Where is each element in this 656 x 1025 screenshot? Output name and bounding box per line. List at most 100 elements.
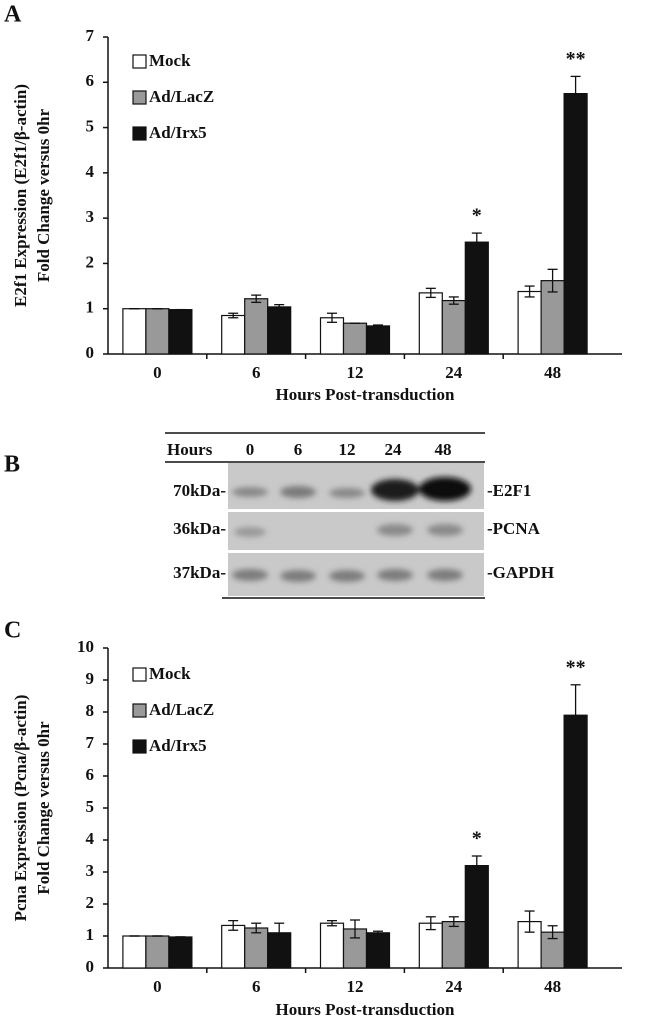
error-bar (425, 916, 436, 931)
legend-swatch (132, 739, 147, 754)
error-bar (448, 916, 459, 928)
lane-label: 48 (435, 440, 452, 459)
legend-swatch (132, 126, 147, 141)
panel-label: B (4, 452, 20, 478)
error-bar (448, 296, 459, 305)
legend-label: Mock (149, 51, 191, 70)
y-tick-label: 1 (86, 298, 95, 317)
panel-label: C (4, 618, 21, 644)
error-bar (251, 922, 262, 934)
blot-divider (228, 550, 484, 553)
legend-label: Ad/LacZ (149, 700, 214, 719)
error-bar (327, 312, 337, 323)
panel-label: A (4, 2, 22, 28)
legend-label: Ad/LacZ (149, 87, 214, 106)
blot-divider (228, 509, 484, 512)
error-bar (327, 919, 337, 927)
bar (168, 309, 193, 355)
bar (563, 714, 588, 969)
legend-swatch (132, 703, 147, 718)
bar (563, 93, 588, 355)
error-bar (471, 232, 482, 252)
legend-swatch (132, 667, 147, 682)
y-tick-label: 5 (86, 797, 95, 816)
y-tick-label: 6 (86, 765, 95, 784)
y-tick-label: 9 (86, 669, 95, 688)
error-bar (274, 303, 285, 310)
significance-mark: * (472, 828, 482, 850)
legend-swatch (132, 90, 147, 105)
lane-label: 24 (385, 440, 403, 459)
y-axis-title: E2f1 Expression (E2f1/β-actin) (11, 84, 30, 307)
bar (244, 298, 269, 355)
bar (365, 325, 391, 355)
bar (342, 322, 368, 355)
lane-label: 0 (246, 440, 255, 459)
y-tick-label: 6 (86, 71, 95, 90)
x-tick-label: 6 (252, 363, 261, 382)
bar (418, 292, 443, 355)
error-bar (350, 919, 360, 939)
bar (122, 935, 147, 969)
error-bar (547, 268, 558, 293)
bar (122, 308, 147, 355)
error-bar (425, 287, 436, 299)
lane-label: 6 (294, 440, 303, 459)
y-tick-label: 2 (86, 893, 95, 912)
bar (365, 932, 391, 969)
protein-label: -GAPDH (487, 563, 554, 582)
protein-label: -PCNA (487, 519, 541, 538)
x-tick-label: 12 (347, 363, 364, 382)
bar (145, 935, 170, 969)
y-tick-label: 7 (86, 26, 95, 45)
error-bar (524, 285, 535, 298)
x-tick-label: 24 (445, 363, 463, 382)
legend-label: Ad/Irx5 (149, 123, 207, 142)
bar (145, 308, 170, 355)
x-tick-label: 0 (153, 363, 162, 382)
error-bar (274, 922, 285, 944)
x-tick-label: 48 (544, 977, 561, 996)
bar (221, 924, 246, 969)
blot-header: Hours (167, 440, 213, 459)
y-tick-label: 3 (86, 861, 95, 880)
bar (267, 306, 292, 355)
size-label: 37kDa- (173, 563, 226, 582)
legend-swatch (132, 54, 147, 69)
y-tick-label: 0 (86, 343, 95, 362)
y-tick-label: 4 (86, 162, 95, 181)
significance-mark: ** (566, 48, 586, 70)
y-tick-label: 7 (86, 733, 95, 752)
y-tick-label: 3 (86, 207, 95, 226)
legend-label: Ad/Irx5 (149, 736, 207, 755)
y-tick-label: 10 (77, 637, 94, 656)
y-axis-title: Fold Change versus 0hr (34, 108, 53, 282)
error-bar (570, 75, 581, 112)
bar (517, 290, 542, 355)
error-bar (228, 312, 239, 319)
y-tick-label: 8 (86, 701, 95, 720)
size-label: 36kDa- (173, 519, 226, 538)
bar (319, 317, 345, 355)
significance-mark: ** (566, 656, 586, 678)
significance-mark: * (472, 205, 482, 227)
x-axis-title: Hours Post-transduction (276, 1000, 456, 1019)
error-bar (251, 294, 262, 304)
bar (168, 936, 193, 969)
y-axis-title: Pcna Expression (Pcna/β-actin) (11, 695, 30, 922)
blot-bands (232, 477, 471, 582)
y-tick-label: 2 (86, 252, 95, 271)
legend-label: Mock (149, 664, 191, 683)
bar (319, 922, 345, 969)
bar (221, 314, 246, 355)
error-bar (570, 684, 581, 747)
bar (464, 864, 489, 969)
y-tick-label: 0 (86, 957, 95, 976)
error-bar (228, 919, 239, 931)
protein-label: -E2F1 (487, 481, 531, 500)
bar (441, 920, 466, 969)
size-label: 70kDa- (173, 481, 226, 500)
bar (464, 241, 489, 355)
y-axis-title: Fold Change versus 0hr (34, 721, 53, 895)
